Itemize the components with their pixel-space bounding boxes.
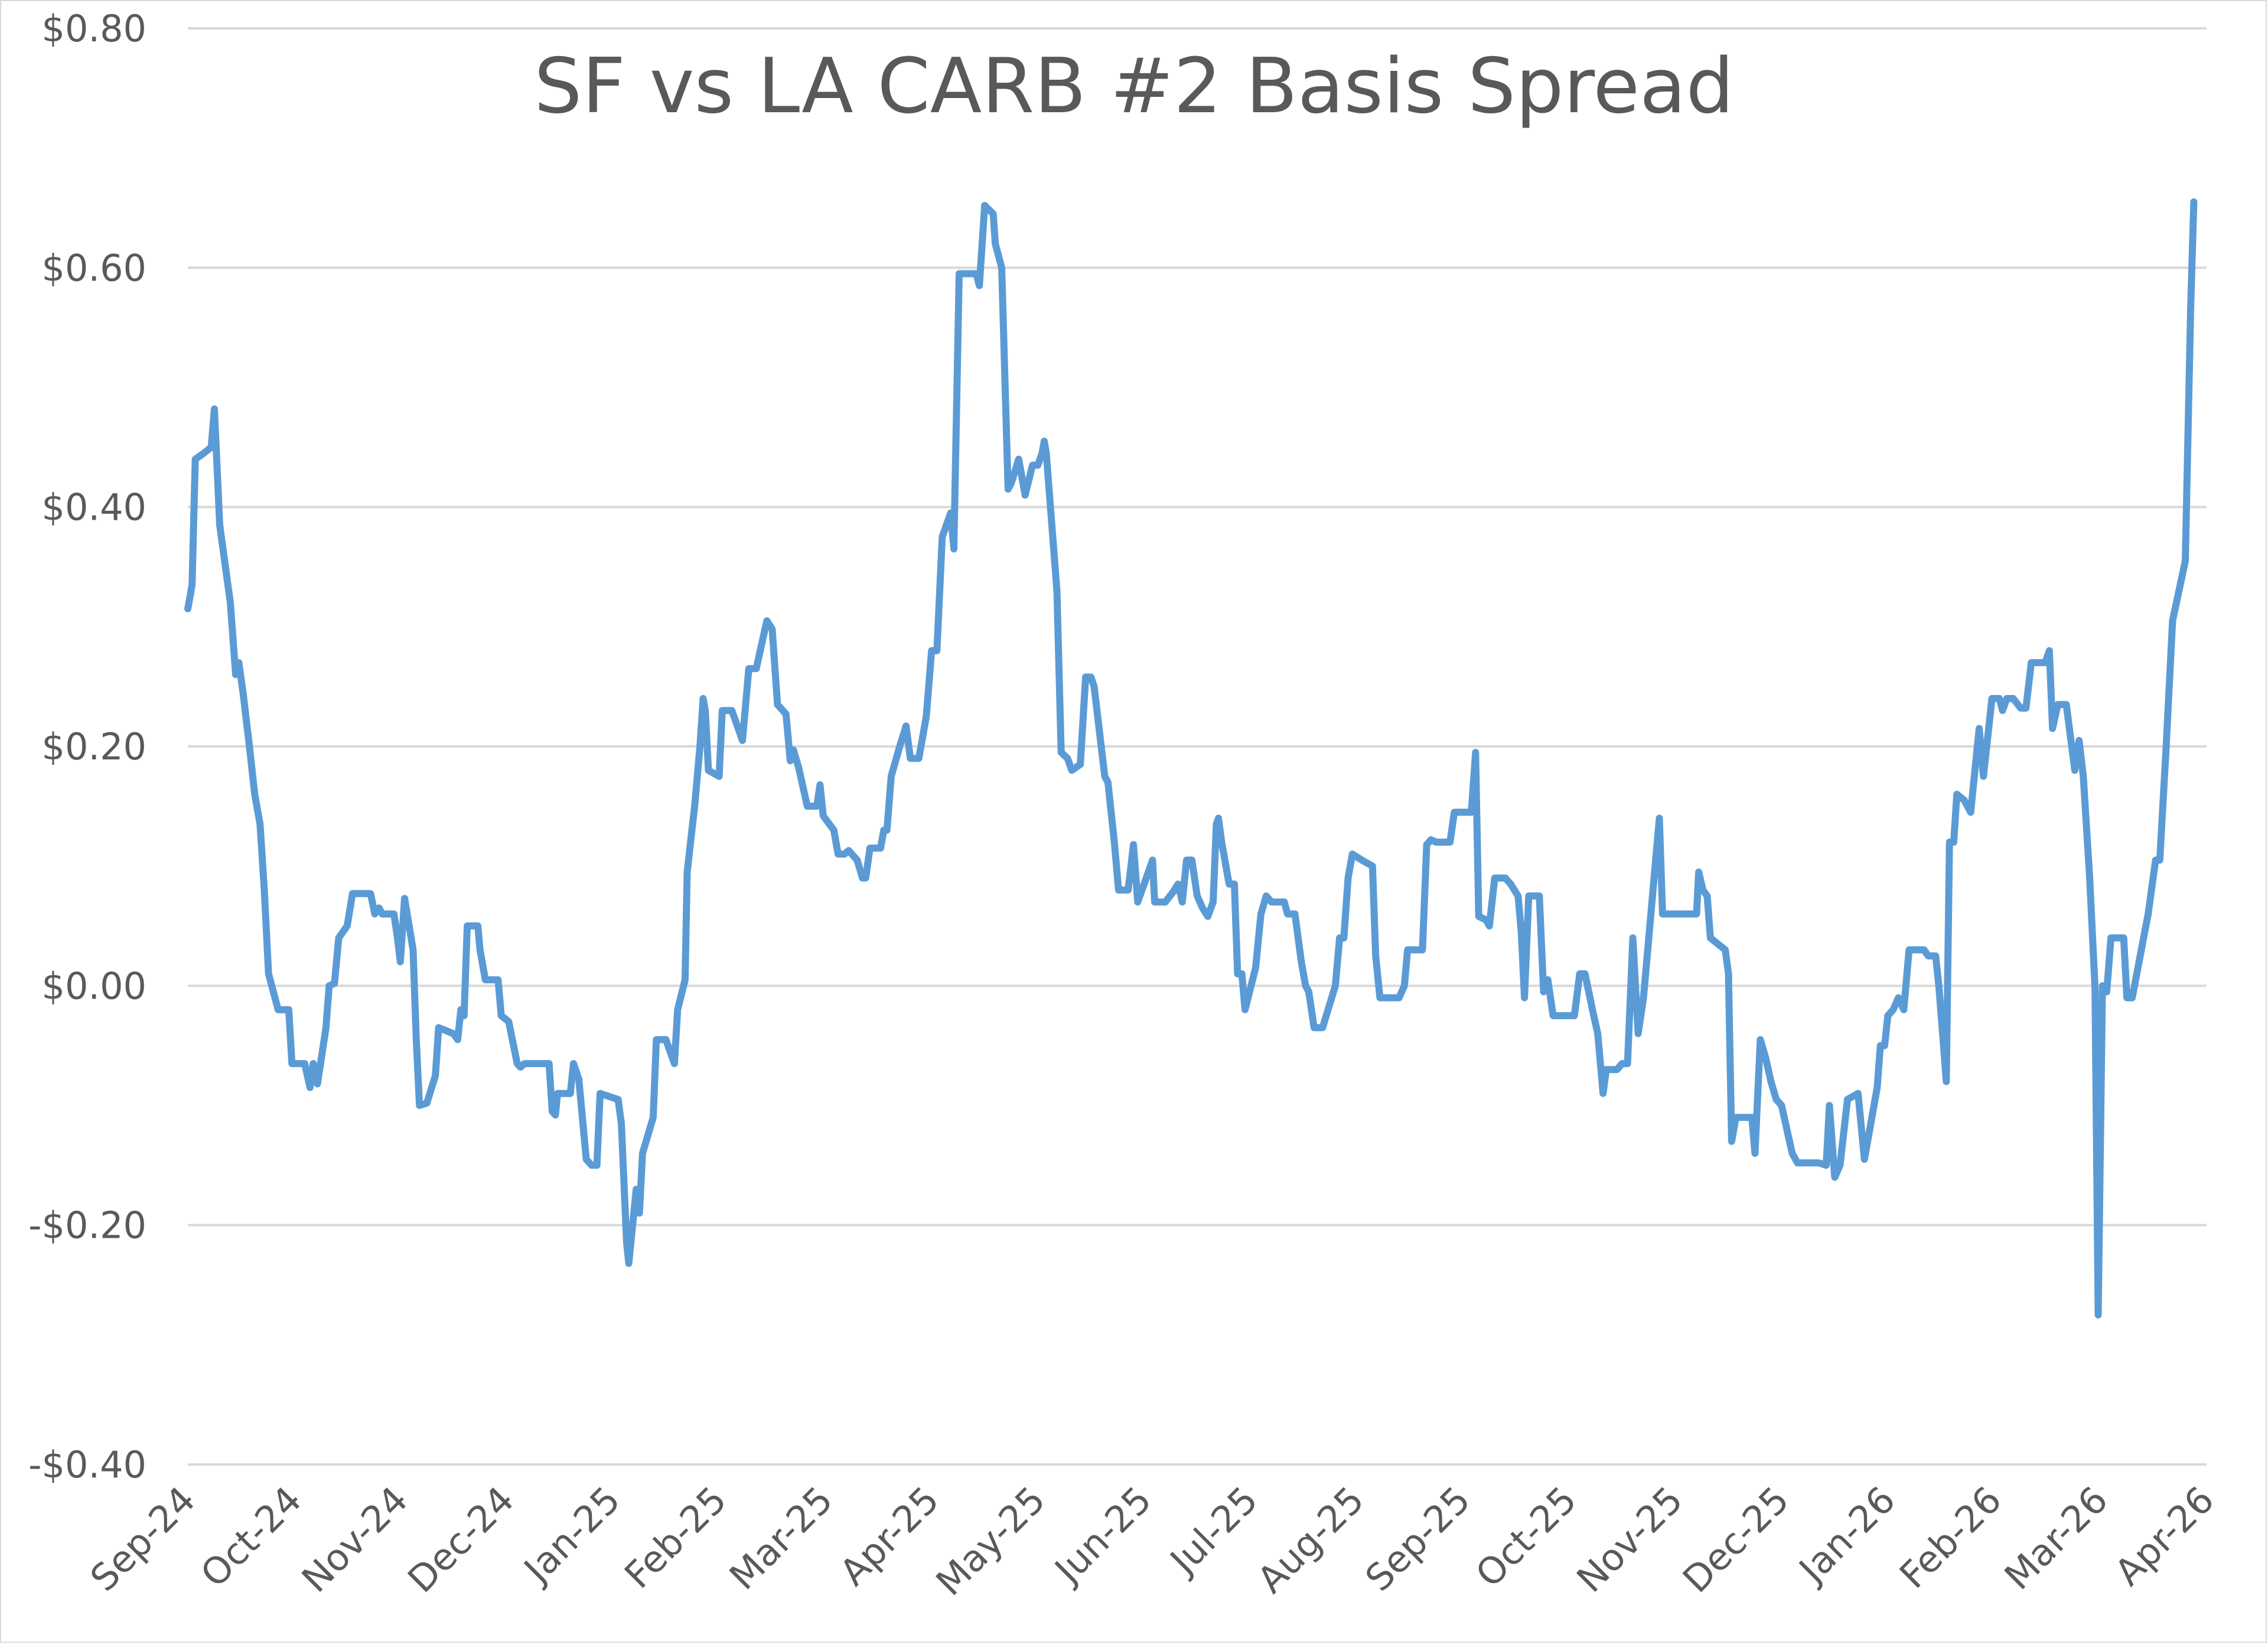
x-tick-label: Sep-24 bbox=[82, 1478, 204, 1600]
x-tick-label: Mar-26 bbox=[1996, 1478, 2116, 1598]
x-tick-label: Jan-26 bbox=[1789, 1478, 1904, 1593]
gridlines bbox=[188, 27, 2207, 1466]
x-tick-label: Jan-25 bbox=[514, 1478, 629, 1593]
x-tick-label: Sep-25 bbox=[1357, 1478, 1478, 1600]
y-axis-ticks: $0.80 $0.60 $0.40 $0.20 $0.00 -$0.20 -$0.40 bbox=[28, 7, 146, 1486]
y-tick-label: $0.40 bbox=[42, 486, 147, 529]
y-tick-label: $0.80 bbox=[42, 7, 147, 50]
x-tick-label: Dec-25 bbox=[1674, 1478, 1797, 1601]
series-line-0 bbox=[184, 198, 2198, 1319]
x-tick-label: Oct-25 bbox=[1467, 1478, 1585, 1596]
x-tick-label: Feb-26 bbox=[1891, 1478, 2010, 1597]
x-tick-label: Apr-26 bbox=[2106, 1478, 2222, 1594]
x-tick-label: Apr-25 bbox=[832, 1478, 947, 1594]
x-tick-label: Mar-25 bbox=[721, 1478, 841, 1598]
chart-title: SF vs LA CARB #2 Basis Spread bbox=[534, 43, 1734, 131]
x-tick-label: Jun-25 bbox=[1045, 1478, 1160, 1593]
x-tick-label: Nov-24 bbox=[294, 1478, 416, 1601]
y-tick-label: $0.00 bbox=[42, 964, 147, 1007]
x-tick-label: Oct-24 bbox=[192, 1478, 309, 1596]
y-tick-label: -$0.40 bbox=[28, 1443, 146, 1486]
x-tick-label: Nov-25 bbox=[1569, 1478, 1692, 1601]
series-layer bbox=[184, 198, 2198, 1319]
y-tick-label: $0.60 bbox=[42, 246, 147, 289]
x-tick-label: Aug-25 bbox=[1249, 1478, 1373, 1601]
x-tick-label: Dec-24 bbox=[399, 1478, 522, 1601]
x-axis-ticks: Sep-24Oct-24Nov-24Dec-24Jan-25Feb-25Mar-… bbox=[82, 1478, 2223, 1604]
y-tick-label: $0.20 bbox=[42, 725, 147, 768]
x-tick-label: Jul-25 bbox=[1161, 1478, 1266, 1584]
x-tick-label: Feb-25 bbox=[616, 1478, 735, 1597]
y-tick-label: -$0.20 bbox=[28, 1204, 146, 1247]
x-tick-label: May-25 bbox=[928, 1478, 1054, 1604]
